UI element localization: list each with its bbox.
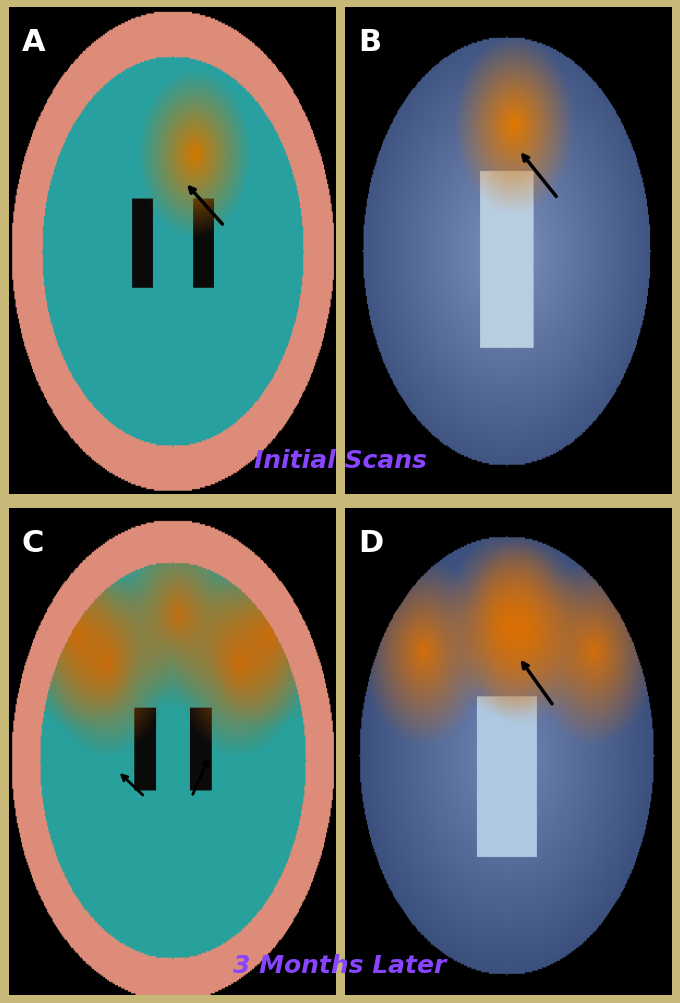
Text: B: B (358, 27, 381, 56)
Text: C: C (22, 528, 44, 557)
Text: 3 Months Later: 3 Months Later (233, 953, 447, 977)
Text: Initial Scans: Initial Scans (254, 448, 426, 472)
Text: A: A (22, 27, 46, 56)
Text: D: D (358, 528, 383, 557)
